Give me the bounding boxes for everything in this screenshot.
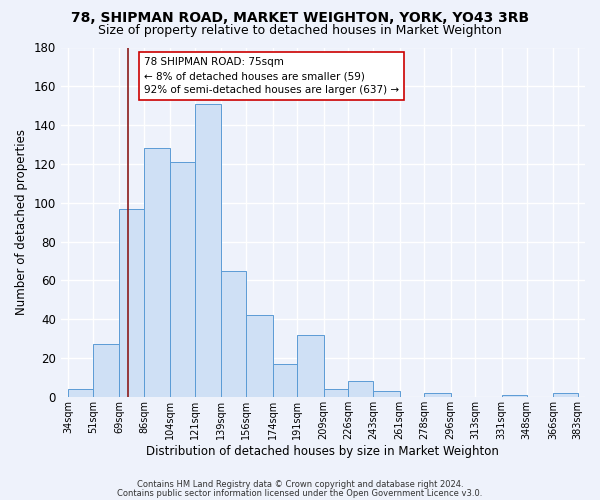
Bar	[553, 393, 578, 397]
Bar	[323, 389, 349, 397]
Bar	[93, 344, 119, 397]
Bar	[373, 391, 400, 397]
Bar	[221, 270, 246, 397]
Bar	[119, 208, 144, 397]
Bar	[424, 393, 451, 397]
Bar	[246, 316, 272, 397]
Y-axis label: Number of detached properties: Number of detached properties	[15, 129, 28, 315]
Bar	[68, 389, 93, 397]
Bar	[272, 364, 298, 397]
Bar	[349, 382, 373, 397]
Text: 78, SHIPMAN ROAD, MARKET WEIGHTON, YORK, YO43 3RB: 78, SHIPMAN ROAD, MARKET WEIGHTON, YORK,…	[71, 11, 529, 25]
X-axis label: Distribution of detached houses by size in Market Weighton: Distribution of detached houses by size …	[146, 444, 499, 458]
Bar	[298, 334, 323, 397]
Bar	[195, 104, 221, 397]
Text: Contains public sector information licensed under the Open Government Licence v3: Contains public sector information licen…	[118, 488, 482, 498]
Text: Size of property relative to detached houses in Market Weighton: Size of property relative to detached ho…	[98, 24, 502, 37]
Bar	[502, 395, 527, 397]
Text: Contains HM Land Registry data © Crown copyright and database right 2024.: Contains HM Land Registry data © Crown c…	[137, 480, 463, 489]
Bar	[144, 148, 170, 397]
Bar	[170, 162, 195, 397]
Text: 78 SHIPMAN ROAD: 75sqm
← 8% of detached houses are smaller (59)
92% of semi-deta: 78 SHIPMAN ROAD: 75sqm ← 8% of detached …	[144, 57, 399, 95]
